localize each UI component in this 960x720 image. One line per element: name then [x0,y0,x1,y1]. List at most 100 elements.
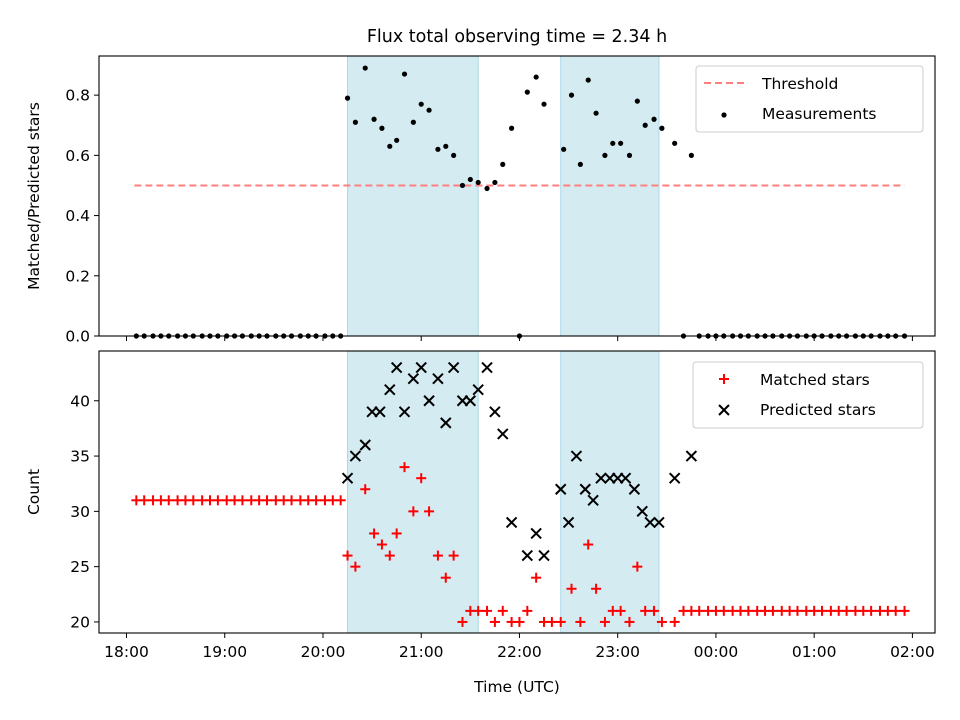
matched-point [360,484,371,495]
legend-count: Matched stars Predicted stars [692,361,924,429]
x-b [685,450,698,462]
predicted-point [562,516,575,529]
measurement-point [467,176,473,183]
y-tick-label: 0.8 [65,87,90,105]
measurement-point [371,116,377,122]
x-tick-label: 01:00 [792,643,837,661]
measurement-point [443,143,449,149]
matched-point [866,605,877,616]
x-b [415,361,427,374]
x-b [718,404,730,416]
x-b [555,483,567,495]
matched-point [139,495,150,506]
predicted-point [398,406,411,418]
legend-box [695,65,924,133]
y-tick-label: 0.6 [65,147,90,165]
predicted-point [432,372,444,385]
matched-point [656,616,667,627]
x-tick-label: 18:00 [104,643,149,661]
predicted-point [481,361,493,374]
x-b [619,472,632,484]
y-tick-label: 25 [70,558,90,576]
x-b [384,383,396,396]
measurement-point [451,152,457,158]
matched-point [286,495,297,506]
matched-point [632,561,643,572]
legend-measurement-swatch [721,112,727,118]
x-b [407,372,420,385]
x-b [653,516,665,529]
matched-point [399,462,410,473]
measurement-point [484,185,490,192]
matched-point [514,616,525,627]
matched-point [767,605,778,616]
measurement-point [410,119,416,125]
matched-point [261,495,272,506]
predicted-point [349,450,362,462]
matched-point [163,495,174,506]
x-b [644,516,656,529]
legend-threshold-label: Threshold [761,75,838,93]
legend-box [692,361,924,429]
matched-point [482,605,493,616]
matched-point [432,550,443,561]
matched-point [350,561,361,572]
y-tick-label: 35 [70,448,90,466]
x-b [538,549,550,562]
predicted-point [587,494,599,507]
axes-frame [98,55,936,337]
matched-point [583,539,594,550]
measurement-point [418,101,424,107]
matched-point [311,495,322,506]
predicted-point [685,450,698,462]
x-tick-label: 21:00 [399,643,444,661]
predicted-point [472,383,484,396]
matched-point [546,616,557,627]
chart-title: Flux total observing time = 2.34 h [367,27,667,47]
predicted-point [440,417,452,429]
measurement-point [508,125,515,131]
matched-point [669,616,680,627]
predicted-point [464,395,477,407]
matched-point [522,605,533,616]
ratio-panel: 0.0 0.2 0.4 0.6 0.8 Matched/Predicted stars Th… [25,55,936,346]
y-tick-label: 0.2 [65,267,90,285]
legend-measurement-label: Measurements [762,105,877,123]
matched-point [899,605,910,616]
x-b [628,483,641,495]
x-b [595,472,607,484]
predicted-point [359,439,371,451]
x-b [521,549,534,562]
y-axis-label: Matched/Predicted stars [25,102,43,290]
x-b [423,395,435,407]
x-b [530,527,542,540]
matched-point [342,550,353,561]
predicted-point [668,472,681,484]
predicted-point [530,527,542,540]
measurement-point [352,119,358,125]
shaded-span [560,350,660,634]
predicted-point [384,383,396,396]
matched-point [188,495,199,506]
predicted-point [407,372,420,385]
matched-point [694,605,705,616]
measurement-point [618,140,624,146]
x-b [432,372,444,385]
y-tick-label: 0.4 [65,207,90,225]
x-tick-label: 23:00 [595,643,640,661]
x-b [587,494,599,507]
measurement-point [401,71,408,77]
measurement-point [672,140,678,146]
measurement-point [568,92,575,98]
predicted-point [636,505,648,518]
matched-point [416,473,427,484]
matched-point [408,506,419,517]
x-b [349,450,362,462]
legend-ratio: Threshold Measurements [695,65,924,133]
measurement-point [577,161,583,167]
matched-point [591,583,602,594]
measurement-point [602,152,608,158]
x-b [562,516,575,529]
x-b [398,406,411,418]
measurement-point [626,152,633,158]
